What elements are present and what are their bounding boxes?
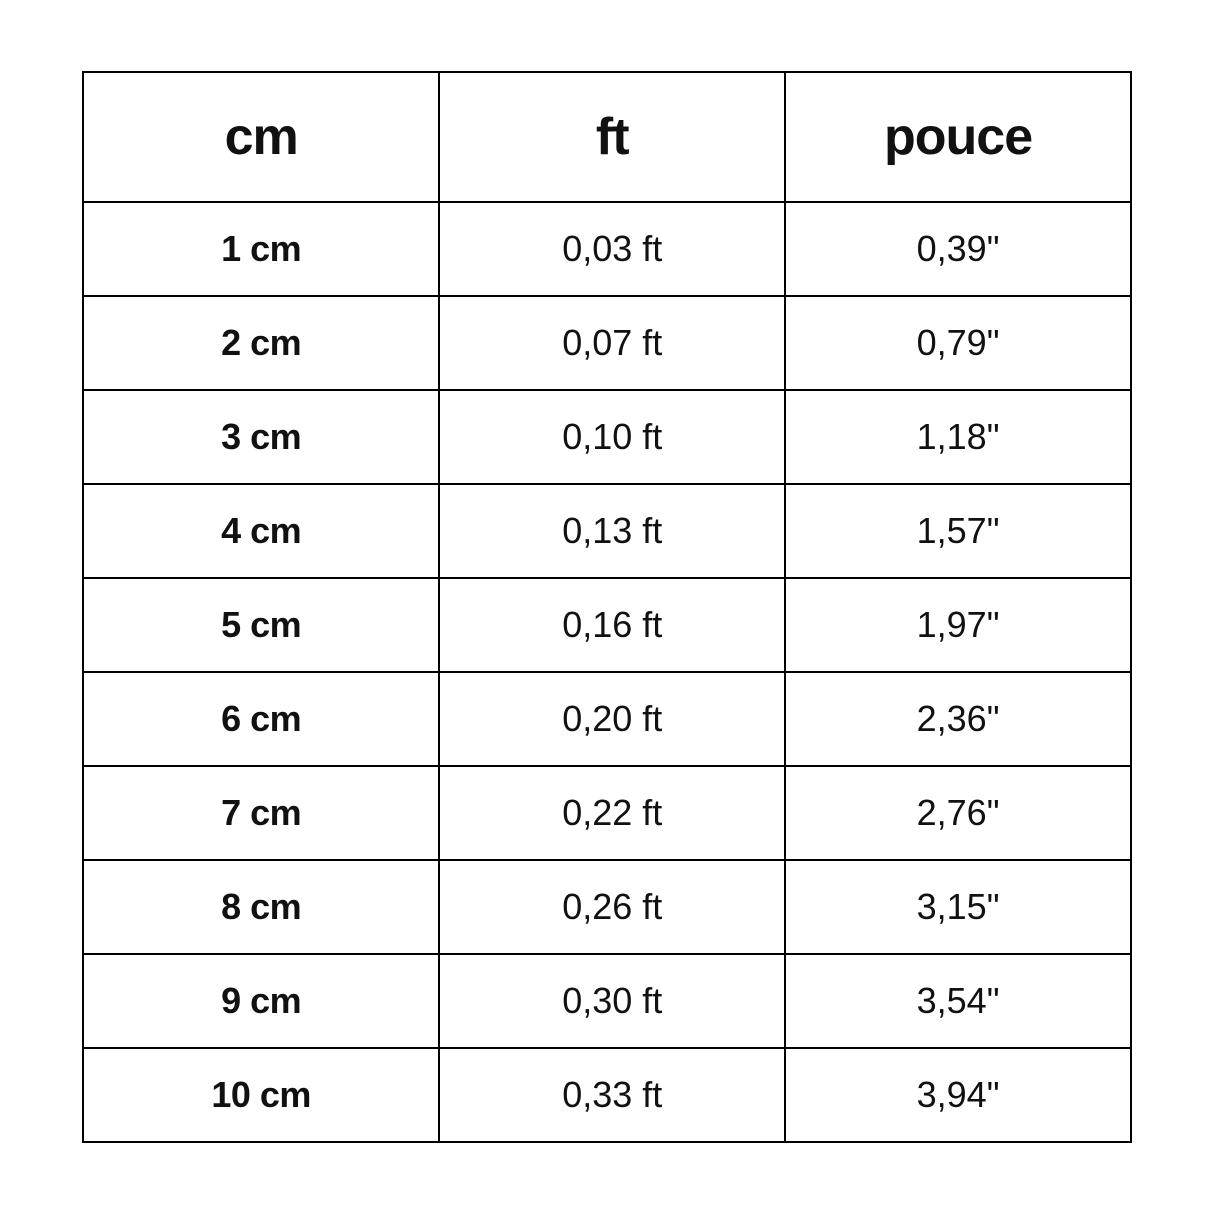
cell-cm: 6 cm	[83, 672, 439, 766]
cell-ft: 0,33 ft	[439, 1048, 785, 1142]
table-header-row: cm ft pouce	[83, 72, 1131, 202]
cell-cm: 7 cm	[83, 766, 439, 860]
cell-cm: 8 cm	[83, 860, 439, 954]
cell-pouce: 2,36"	[785, 672, 1131, 766]
cell-pouce: 3,54"	[785, 954, 1131, 1048]
cell-pouce: 1,18"	[785, 390, 1131, 484]
cell-pouce: 3,94"	[785, 1048, 1131, 1142]
cell-pouce: 3,15"	[785, 860, 1131, 954]
table-row: 3 cm 0,10 ft 1,18"	[83, 390, 1131, 484]
cell-ft: 0,20 ft	[439, 672, 785, 766]
table-row: 9 cm 0,30 ft 3,54"	[83, 954, 1131, 1048]
cell-ft: 0,22 ft	[439, 766, 785, 860]
cell-pouce: 1,57"	[785, 484, 1131, 578]
header-pouce: pouce	[785, 72, 1131, 202]
cell-cm: 3 cm	[83, 390, 439, 484]
table-row: 10 cm 0,33 ft 3,94"	[83, 1048, 1131, 1142]
cell-cm: 1 cm	[83, 202, 439, 296]
cell-ft: 0,03 ft	[439, 202, 785, 296]
cell-ft: 0,26 ft	[439, 860, 785, 954]
cell-pouce: 0,79"	[785, 296, 1131, 390]
cell-pouce: 1,97"	[785, 578, 1131, 672]
header-cm: cm	[83, 72, 439, 202]
cell-cm: 4 cm	[83, 484, 439, 578]
cell-cm: 10 cm	[83, 1048, 439, 1142]
cell-cm: 5 cm	[83, 578, 439, 672]
cell-cm: 9 cm	[83, 954, 439, 1048]
cell-ft: 0,13 ft	[439, 484, 785, 578]
cell-ft: 0,30 ft	[439, 954, 785, 1048]
table-row: 4 cm 0,13 ft 1,57"	[83, 484, 1131, 578]
table-row: 8 cm 0,26 ft 3,15"	[83, 860, 1131, 954]
table-row: 7 cm 0,22 ft 2,76"	[83, 766, 1131, 860]
header-ft: ft	[439, 72, 785, 202]
table-row: 5 cm 0,16 ft 1,97"	[83, 578, 1131, 672]
conversion-table: cm ft pouce 1 cm 0,03 ft 0,39" 2 cm 0,07…	[82, 71, 1132, 1143]
cell-ft: 0,10 ft	[439, 390, 785, 484]
table-row: 2 cm 0,07 ft 0,79"	[83, 296, 1131, 390]
cell-ft: 0,07 ft	[439, 296, 785, 390]
cell-pouce: 0,39"	[785, 202, 1131, 296]
cell-cm: 2 cm	[83, 296, 439, 390]
conversion-table-wrapper: cm ft pouce 1 cm 0,03 ft 0,39" 2 cm 0,07…	[82, 71, 1132, 1143]
table-row: 6 cm 0,20 ft 2,36"	[83, 672, 1131, 766]
cell-ft: 0,16 ft	[439, 578, 785, 672]
table-row: 1 cm 0,03 ft 0,39"	[83, 202, 1131, 296]
cell-pouce: 2,76"	[785, 766, 1131, 860]
